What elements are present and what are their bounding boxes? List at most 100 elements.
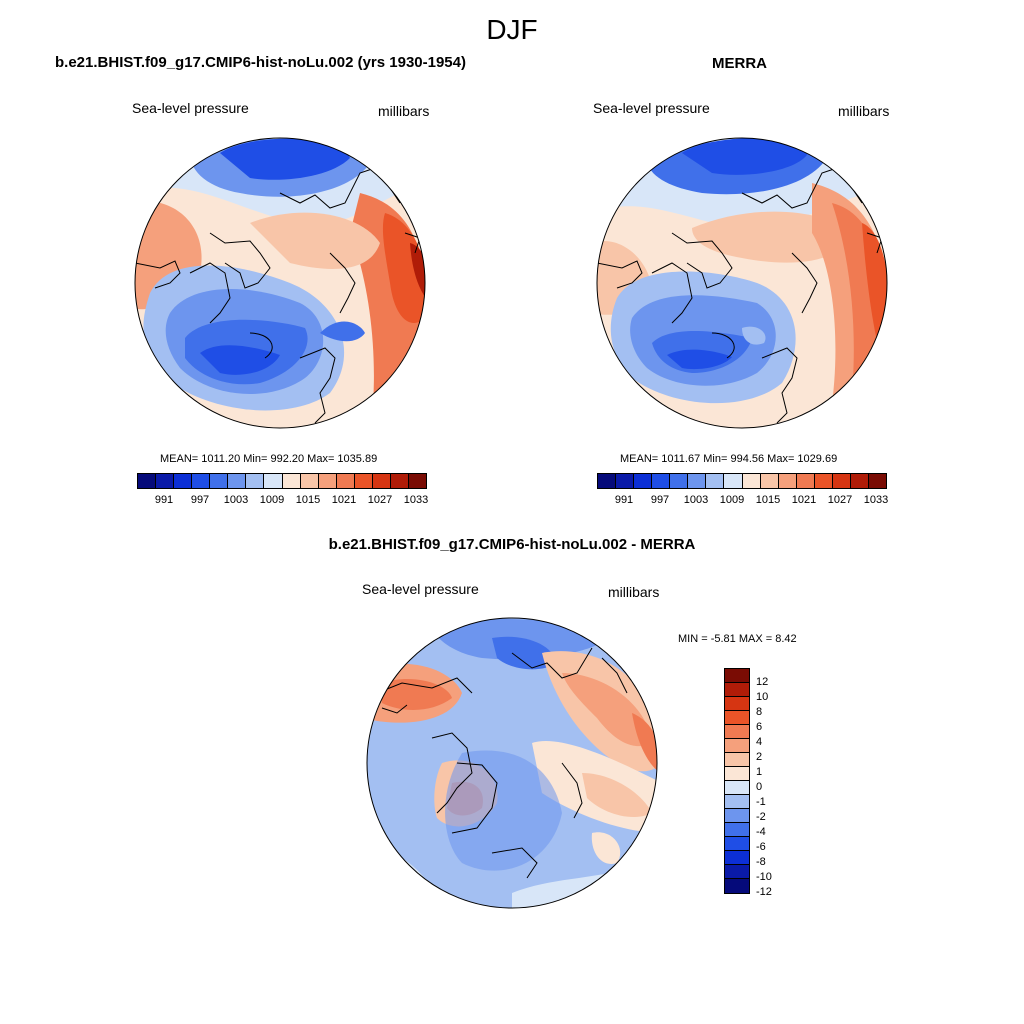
model-polar-map: [134, 137, 426, 429]
colorbar-tick-label: 991: [154, 494, 174, 506]
model-stats: MEAN= 1011.20 Min= 992.20 Max= 1035.89: [160, 453, 378, 465]
colorbar-swatch: [725, 669, 749, 683]
colorbar-swatch: [724, 474, 743, 488]
colorbar-tick-label: 4: [756, 736, 763, 748]
diff-panel-title: b.e21.BHIST.f09_g17.CMIP6-hist-noLu.002 …: [328, 536, 696, 553]
colorbar-swatch: [725, 711, 749, 725]
colorbar-tick-label: 1009: [259, 494, 285, 506]
obs-polar-map: [596, 137, 888, 429]
colorbar-tick-label: 1009: [719, 494, 745, 506]
colorbar-tick-label: -2: [756, 811, 766, 823]
colorbar-tick-label: 1015: [295, 494, 321, 506]
colorbar-tick-label: 1: [756, 766, 763, 778]
colorbar-swatch: [264, 474, 283, 488]
colorbar-tick-label: 1033: [403, 494, 429, 506]
colorbar-swatch: [760, 474, 779, 488]
colorbar-tick-label: 1003: [683, 494, 709, 506]
obs-colorbar: [597, 473, 887, 489]
colorbar-swatch: [300, 474, 319, 488]
diff-units-label: millibars: [608, 584, 660, 600]
obs-panel-title: MERRA: [712, 55, 767, 72]
colorbar-swatch: [372, 474, 391, 488]
colorbar-swatch: [138, 474, 157, 488]
colorbar-swatch: [246, 474, 265, 488]
model-field-label: Sea-level pressure: [132, 100, 249, 116]
colorbar-tick-label: 12: [756, 676, 769, 688]
diff-colorbar-ticks: 12 10 8 6 4 2 1 0 -1 -2 -4 -6 -8 -10 -12: [756, 668, 786, 908]
colorbar-swatch: [832, 474, 851, 488]
model-colorbar: [137, 473, 427, 489]
main-title: DJF: [486, 14, 538, 45]
colorbar-swatch: [228, 474, 247, 488]
colorbar-swatch: [868, 474, 886, 488]
colorbar-swatch: [670, 474, 689, 488]
colorbar-tick-label: 1015: [755, 494, 781, 506]
diff-stats: MIN = -5.81 MAX = 8.42: [678, 633, 797, 645]
colorbar-swatch: [725, 725, 749, 739]
colorbar-tick-label: 1021: [791, 494, 817, 506]
colorbar-swatch: [210, 474, 229, 488]
colorbar-tick-label: 997: [190, 494, 210, 506]
colorbar-swatch: [634, 474, 653, 488]
colorbar-swatch: [778, 474, 797, 488]
colorbar-tick-label: 1033: [863, 494, 889, 506]
colorbar-tick-label: 997: [650, 494, 670, 506]
obs-colorbar-ticks: 991 997 1003 1009 1015 1021 1027 1033: [597, 494, 889, 508]
colorbar-swatch: [688, 474, 707, 488]
colorbar-tick-label: 2: [756, 751, 763, 763]
colorbar-tick-label: -8: [756, 856, 766, 868]
colorbar-tick-label: 10: [756, 691, 769, 703]
obs-field-label: Sea-level pressure: [593, 100, 710, 116]
colorbar-tick-label: 6: [756, 721, 763, 733]
colorbar-swatch: [706, 474, 725, 488]
colorbar-tick-label: 8: [756, 706, 763, 718]
colorbar-swatch: [725, 795, 749, 809]
colorbar-swatch: [282, 474, 301, 488]
colorbar-swatch: [725, 767, 749, 781]
colorbar-swatch: [725, 739, 749, 753]
colorbar-swatch: [408, 474, 426, 488]
diff-colorbar: [724, 668, 750, 894]
colorbar-swatch: [652, 474, 671, 488]
colorbar-swatch: [598, 474, 617, 488]
colorbar-swatch: [742, 474, 761, 488]
colorbar-swatch: [725, 753, 749, 767]
colorbar-tick-label: 1021: [331, 494, 357, 506]
diff-field-label: Sea-level pressure: [362, 581, 479, 597]
colorbar-tick-label: 1027: [367, 494, 393, 506]
colorbar-tick-label: 1027: [827, 494, 853, 506]
obs-stats: MEAN= 1011.67 Min= 994.56 Max= 1029.69: [620, 453, 838, 465]
diff-polar-map: [366, 617, 658, 909]
colorbar-swatch: [725, 879, 749, 893]
colorbar-tick-label: 991: [614, 494, 634, 506]
model-units-label: millibars: [378, 103, 430, 119]
colorbar-tick-label: -6: [756, 841, 766, 853]
colorbar-tick-label: 1003: [223, 494, 249, 506]
colorbar-swatch: [850, 474, 869, 488]
model-panel-title: b.e21.BHIST.f09_g17.CMIP6-hist-noLu.002 …: [55, 54, 466, 71]
colorbar-swatch: [354, 474, 373, 488]
colorbar-tick-label: 0: [756, 781, 763, 793]
colorbar-swatch: [725, 851, 749, 865]
colorbar-swatch: [725, 809, 749, 823]
colorbar-swatch: [725, 823, 749, 837]
colorbar-swatch: [725, 865, 749, 879]
colorbar-swatch: [616, 474, 635, 488]
colorbar-swatch: [390, 474, 409, 488]
colorbar-swatch: [192, 474, 211, 488]
colorbar-swatch: [725, 781, 749, 795]
colorbar-tick-label: -1: [756, 796, 766, 808]
obs-units-label: millibars: [838, 103, 890, 119]
colorbar-swatch: [796, 474, 815, 488]
colorbar-swatch: [725, 837, 749, 851]
colorbar-swatch: [725, 697, 749, 711]
colorbar-swatch: [336, 474, 355, 488]
colorbar-tick-label: -4: [756, 826, 766, 838]
colorbar-swatch: [725, 683, 749, 697]
colorbar-tick-label: -12: [756, 886, 772, 898]
colorbar-swatch: [814, 474, 833, 488]
colorbar-tick-label: -10: [756, 871, 772, 883]
model-colorbar-ticks: 991 997 1003 1009 1015 1021 1027 1033: [137, 494, 429, 508]
colorbar-swatch: [318, 474, 337, 488]
colorbar-swatch: [174, 474, 193, 488]
